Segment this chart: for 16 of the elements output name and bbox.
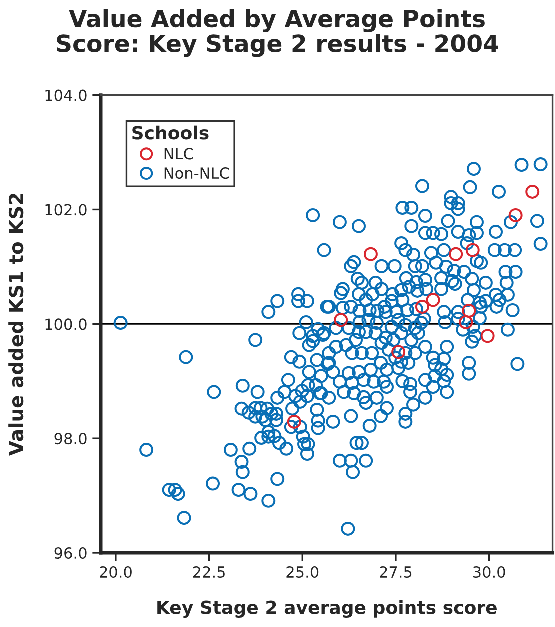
x-tick-label: 25.0 [286, 566, 319, 578]
x-tick-label: 27.5 [380, 566, 412, 578]
x-tick-label: 22.5 [193, 566, 225, 578]
legend-title: Schools [132, 126, 209, 140]
chart-title: Value Added by Average Points Score: Key Stage 2 results - 2004 [57, 9, 498, 58]
y-tick-label: 102.0 [46, 204, 87, 216]
y-tick-label: 100.0 [46, 318, 87, 330]
y-tick-label: 98.0 [54, 433, 87, 445]
y-tick-label: 96.0 [54, 547, 87, 560]
legend-label: Non-NLC [164, 168, 230, 180]
x-tick-label: 30.0 [473, 566, 506, 578]
legend-label: NLC [164, 148, 194, 160]
y-axis-title: Value added KS1 to KS2 [8, 194, 24, 456]
x-tick-label: 20.0 [100, 566, 132, 578]
x-axis-title: Key Stage 2 average points score [158, 600, 497, 618]
y-tick-label: 104.0 [46, 90, 87, 102]
